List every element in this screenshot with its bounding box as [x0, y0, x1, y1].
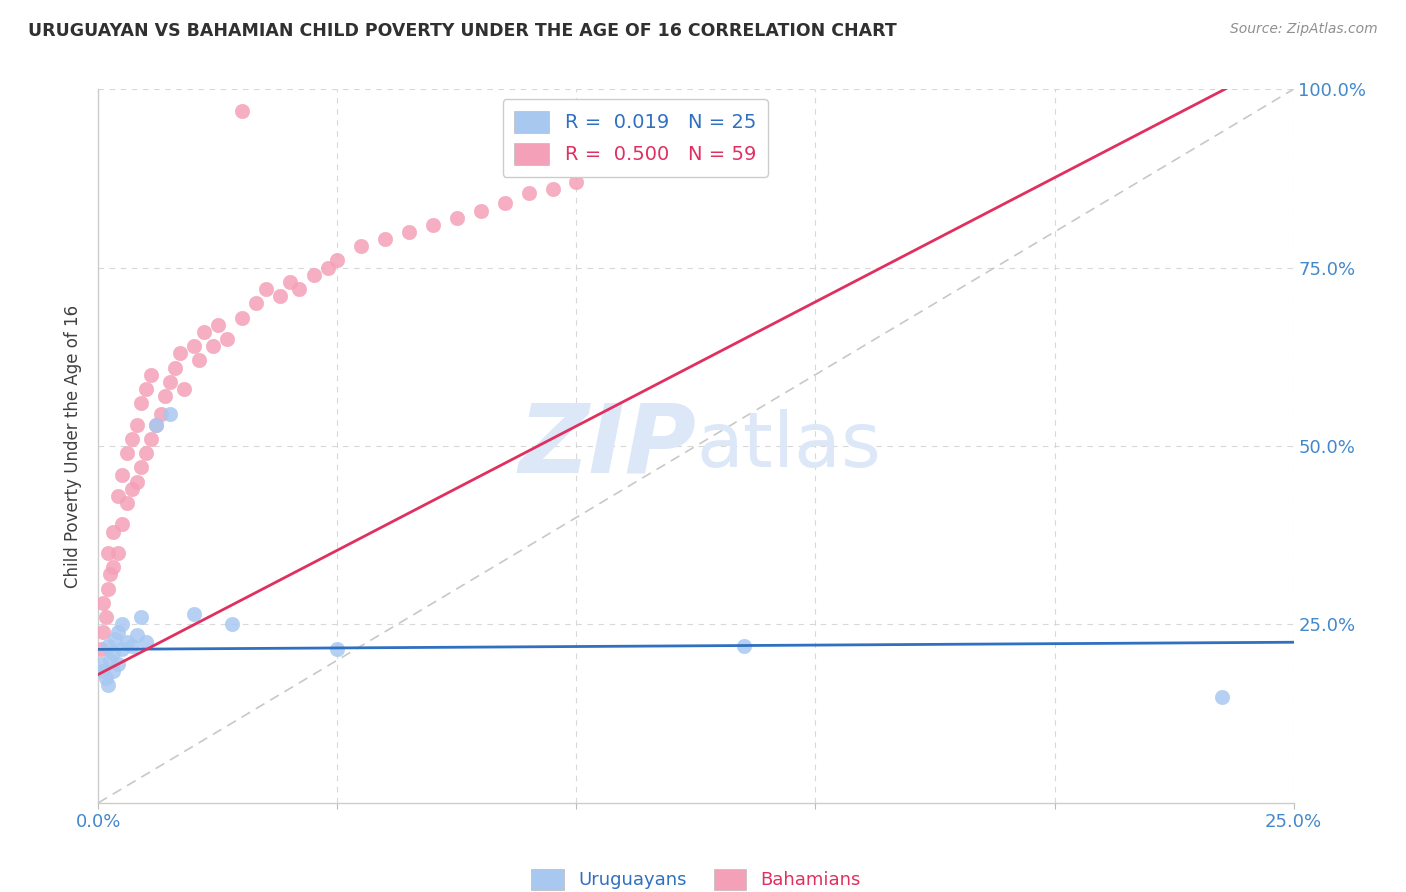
Point [94, 610, 117, 624]
Point [217, 332, 239, 346]
Point [302, 268, 325, 282]
Point [169, 346, 191, 360]
Point [288, 282, 311, 296]
Legend: Uruguayans, Bahamians: Uruguayans, Bahamians [524, 862, 868, 892]
Point [135, 635, 157, 649]
Point [316, 260, 339, 275]
Point [326, 642, 349, 657]
Point [733, 639, 755, 653]
Point [202, 339, 225, 353]
Point [98, 653, 122, 667]
Point [125, 417, 148, 432]
Point [91, 624, 114, 639]
Point [98, 567, 122, 582]
Point [637, 157, 659, 171]
Point [326, 253, 349, 268]
Point [107, 546, 129, 560]
Point [145, 417, 167, 432]
Point [159, 375, 181, 389]
Point [97, 678, 120, 692]
Point [183, 339, 205, 353]
Point [163, 360, 186, 375]
Point [139, 432, 162, 446]
Point [187, 353, 209, 368]
Point [145, 417, 167, 432]
Text: URUGUAYAN VS BAHAMIAN CHILD POVERTY UNDER THE AGE OF 16 CORRELATION CHART: URUGUAYAN VS BAHAMIAN CHILD POVERTY UNDE… [28, 22, 897, 40]
Point [115, 496, 138, 510]
Point [94, 671, 117, 685]
Point [101, 646, 124, 660]
Point [139, 368, 162, 382]
Point [131, 610, 153, 624]
Point [90, 642, 112, 657]
Point [193, 325, 215, 339]
Point [245, 296, 267, 310]
Point [269, 289, 291, 303]
Point [121, 482, 143, 496]
Point [101, 560, 124, 574]
Point [115, 446, 138, 460]
Point [173, 382, 195, 396]
Point [111, 617, 134, 632]
Point [107, 657, 129, 671]
Point [422, 218, 444, 232]
Point [104, 632, 127, 646]
Point [231, 103, 253, 118]
Point [149, 407, 172, 421]
Point [135, 382, 157, 396]
Point [135, 446, 157, 460]
Point [90, 657, 112, 671]
Point [125, 628, 148, 642]
Point [121, 639, 143, 653]
Y-axis label: Child Poverty Under the Age of 16: Child Poverty Under the Age of 16 [65, 304, 83, 588]
Point [374, 232, 396, 246]
Point [131, 396, 153, 410]
Point [541, 182, 564, 196]
Point [470, 203, 492, 218]
Point [91, 596, 114, 610]
Point [121, 432, 143, 446]
Point [159, 407, 181, 421]
Point [97, 582, 120, 596]
Point [221, 617, 243, 632]
Point [207, 318, 229, 332]
Point [131, 460, 153, 475]
Point [107, 624, 129, 639]
Point [101, 664, 124, 678]
Point [517, 186, 540, 200]
Point [125, 475, 148, 489]
Point [107, 489, 129, 503]
Point [398, 225, 420, 239]
Point [91, 664, 114, 678]
Point [101, 524, 124, 539]
Point [111, 642, 134, 657]
Point [111, 517, 134, 532]
Text: atlas: atlas [696, 409, 880, 483]
Point [446, 211, 468, 225]
Point [183, 607, 205, 621]
Point [254, 282, 277, 296]
Point [565, 175, 588, 189]
Point [350, 239, 373, 253]
Point [231, 310, 253, 325]
Point [278, 275, 301, 289]
Point [97, 639, 120, 653]
Point [115, 635, 138, 649]
Text: Source: ZipAtlas.com: Source: ZipAtlas.com [1230, 22, 1378, 37]
Point [111, 467, 134, 482]
Point [1211, 690, 1233, 705]
Point [494, 196, 516, 211]
Text: ZIP: ZIP [517, 400, 696, 492]
Point [97, 546, 120, 560]
Point [155, 389, 177, 403]
